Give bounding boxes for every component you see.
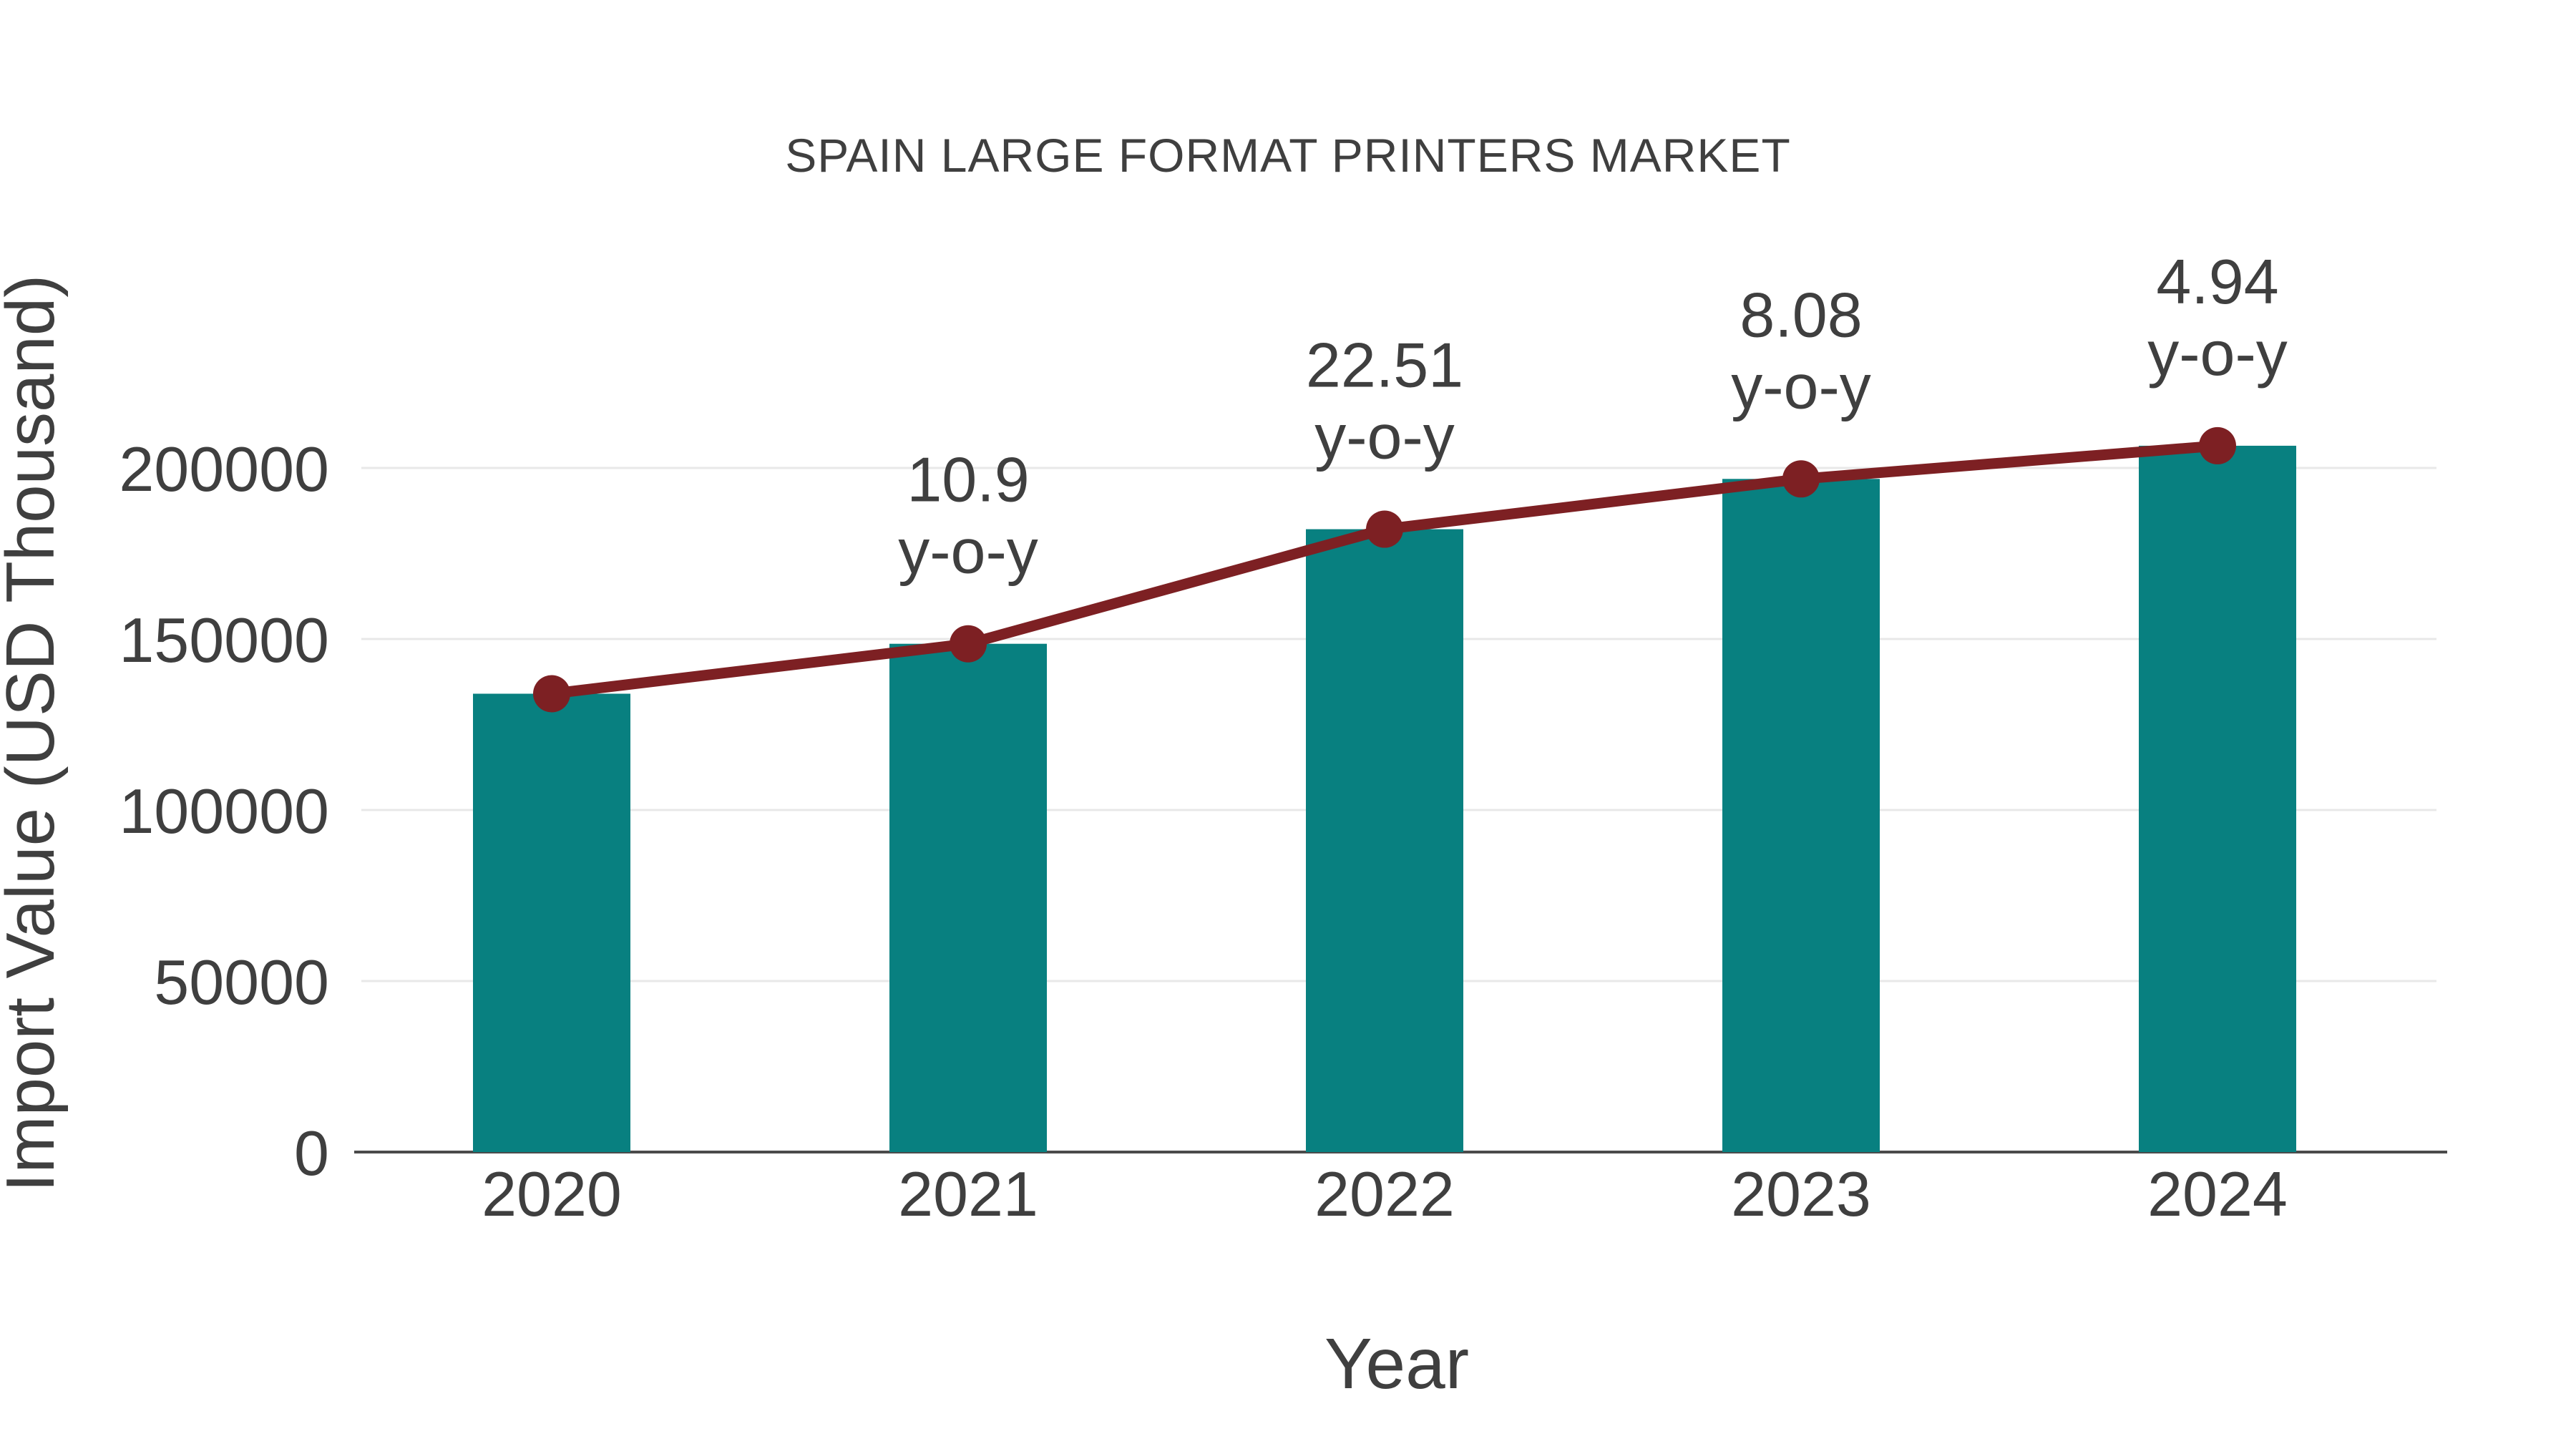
bar-layer (473, 445, 2296, 1152)
y-tick-label: 100000 (119, 776, 329, 847)
line-layer (533, 426, 2236, 713)
marker-2023 (1782, 460, 1820, 498)
point-label-suffix: y-o-y (1731, 351, 1871, 421)
point-label-value: 22.51 (1306, 330, 1463, 401)
point-label-value: 10.9 (907, 444, 1029, 515)
point-label-suffix: y-o-y (2147, 318, 2288, 389)
y-tick-label: 200000 (119, 434, 329, 504)
y-tick-label: 150000 (119, 605, 329, 675)
marker-2024 (2199, 426, 2236, 464)
point-label-value: 4.94 (2156, 246, 2278, 317)
bar-2022 (1306, 529, 1463, 1152)
point-label-suffix: y-o-y (898, 516, 1038, 587)
x-axis-title: Year (1324, 1324, 1469, 1404)
x-tick-label: 2024 (2147, 1158, 2288, 1229)
chart-title: SPAIN LARGE FORMAT PRINTERS MARKET (785, 129, 1791, 182)
bar-2021 (889, 643, 1047, 1152)
y-tick-label: 0 (294, 1118, 329, 1189)
bar-2024 (2139, 445, 2296, 1152)
y-axis-title: Import Value (USD Thousand) (0, 275, 69, 1192)
marker-2020 (533, 675, 570, 713)
bar-2020 (473, 693, 630, 1152)
bar-2023 (1722, 479, 1880, 1152)
x-tick-label: 2022 (1314, 1158, 1455, 1229)
x-tick-label: 2021 (898, 1158, 1038, 1229)
x-tick-label: 2020 (482, 1158, 622, 1229)
marker-2022 (1366, 510, 1403, 548)
x-tick-label: 2023 (1731, 1158, 1871, 1229)
y-tick-label: 50000 (154, 947, 329, 1018)
point-label-suffix: y-o-y (1314, 401, 1455, 472)
point-label-value: 8.08 (1740, 279, 1862, 350)
marker-2021 (950, 625, 987, 663)
label-layer: 0 50000 100000 150000 200000 2020 2021 2022 2023… (119, 246, 2288, 1229)
